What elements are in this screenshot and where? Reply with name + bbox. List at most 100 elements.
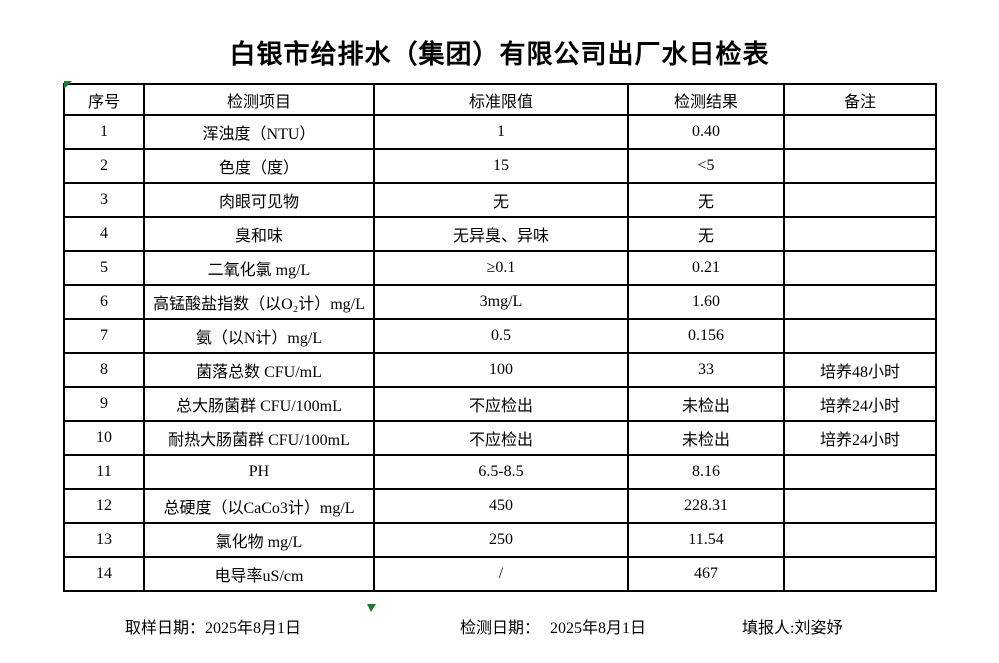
table-cell: 1	[373, 114, 629, 150]
table-cell: 氯化物 mg/L	[143, 522, 375, 558]
table-row: 7 氨（以N计）mg/L 0.5 0.156	[63, 318, 937, 354]
table-cell: PH	[143, 454, 375, 490]
table-cell	[783, 250, 937, 286]
table-cell	[783, 284, 937, 320]
table-cell: 未检出	[627, 386, 785, 422]
table-cell: 15	[373, 148, 629, 184]
reporter-label: 填报人:	[742, 620, 795, 637]
table-cell: 2	[63, 148, 145, 184]
table-cell: 11	[63, 454, 145, 490]
table-row: 3 肉眼可见物无无	[63, 182, 937, 218]
table-cell: ≥0.1	[373, 250, 629, 286]
col-header-index: 序号	[63, 83, 145, 116]
table-cell: 467	[627, 556, 785, 592]
table-cell	[783, 556, 937, 592]
table-cell: 6.5-8.5	[373, 454, 629, 490]
table-cell	[783, 318, 937, 354]
footer: 取样日期：2025年8月1日 检测日期： 2025年8月1日 填报人:刘姿妤	[0, 614, 999, 640]
table-cell: 氨（以N计）mg/L	[143, 318, 375, 354]
table-cell	[783, 454, 937, 490]
table-cell: 总大肠菌群 CFU/100mL	[143, 386, 375, 422]
table-cell	[783, 148, 937, 184]
page-title: 白银市给排水（集团）有限公司出厂水日检表	[229, 40, 770, 69]
table-cell	[783, 182, 937, 218]
table-cell: 0.5	[373, 318, 629, 354]
table-cell: 5	[63, 250, 145, 286]
table-cell: 228.31	[627, 488, 785, 524]
table-cell	[783, 522, 937, 558]
table-row: 1 浑浊度（NTU） 1 0.40	[63, 114, 937, 150]
table-cell: <5	[627, 148, 785, 184]
table-cell: 二氧化氯 mg/L	[143, 250, 375, 286]
table-row: 12 总硬度（以CaCo3计）mg/L 450 228.31	[63, 488, 937, 524]
table-cell: 12	[63, 488, 145, 524]
table-cell: 13	[63, 522, 145, 558]
table-cell: 无	[627, 182, 785, 218]
table-cell: 1	[63, 114, 145, 150]
table-row: 11 PH 6.5-8.5 8.16	[63, 454, 937, 490]
table-cell: 14	[63, 556, 145, 592]
table-cell: 3	[63, 182, 145, 218]
table-cell: 4	[63, 216, 145, 252]
inspection-table: 序号 检测项目 标准限值 检测结果 备注 1 浑浊度（NTU） 1 0.40 2 色度（度） 15 <…	[63, 83, 937, 592]
table-cell: 浑浊度（NTU）	[143, 114, 375, 150]
table-cell: 培养24小时	[783, 420, 937, 456]
col-header-item: 检测项目	[143, 83, 375, 116]
table-row: 8 菌落总数 CFU/mL 100 33 培养48小时	[63, 352, 937, 388]
table-cell: /	[373, 556, 629, 592]
table-row: 5 二氧化氯 mg/L ≥0.1 0.21	[63, 250, 937, 286]
table-cell: 无异臭、异味	[373, 216, 629, 252]
table-row: 6 高锰酸盐指数（以O₂计）mg/L 3mg/L 1.60	[63, 284, 937, 320]
table-cell: 培养24小时	[783, 386, 937, 422]
sampling-date: 取样日期：2025年8月1日	[125, 614, 301, 638]
table-cell: 1.60	[627, 284, 785, 320]
reporter-value: 刘姿妤	[794, 620, 843, 637]
sampling-date-label: 取样日期：	[125, 620, 206, 637]
table-cell	[783, 216, 937, 252]
table-cell: 9	[63, 386, 145, 422]
table-cell: 0.21	[627, 250, 785, 286]
table-cell: 菌落总数 CFU/mL	[143, 352, 375, 388]
reporter: 填报人:刘姿妤	[742, 614, 842, 638]
table-cell: 总硬度（以CaCo3计）mg/L	[143, 488, 375, 524]
table-cell: 8	[63, 352, 145, 388]
table-cell: 7	[63, 318, 145, 354]
table-row: 14 电导率uS/cm/467	[63, 556, 937, 592]
test-date-value: 2025年8月1日	[550, 620, 647, 637]
table-header-row: 序号 检测项目 标准限值 检测结果 备注	[63, 83, 937, 116]
table-cell: 无	[627, 216, 785, 252]
table-row: 13 氯化物 mg/L 250 11.54	[63, 522, 937, 558]
table-cell: 33	[627, 352, 785, 388]
table-cell: 11.54	[627, 522, 785, 558]
table-cell: 臭和味	[143, 216, 375, 252]
fill-handle-icon	[367, 604, 376, 612]
table-cell: 8.16	[627, 454, 785, 490]
col-header-result: 检测结果	[627, 83, 785, 116]
table-cell: 未检出	[627, 420, 785, 456]
table-cell: 10	[63, 420, 145, 456]
table-row: 4 臭和味 无异臭、异味无	[63, 216, 937, 252]
table-row: 9 总大肠菌群 CFU/100mL 不应检出 未检出 培养24小时	[63, 386, 937, 422]
table-cell: 6	[63, 284, 145, 320]
table-cell: 培养48小时	[783, 352, 937, 388]
table-cell: 色度（度）	[143, 148, 375, 184]
table-cell: 无	[373, 182, 629, 218]
table-cell: 肉眼可见物	[143, 182, 375, 218]
table-cell: 高锰酸盐指数（以O₂计）mg/L	[143, 284, 375, 320]
table-cell	[783, 114, 937, 150]
table-cell	[783, 488, 937, 524]
table-cell: 250	[373, 522, 629, 558]
table-cell: 耐热大肠菌群 CFU/100mL	[143, 420, 375, 456]
table-cell: 450	[373, 488, 629, 524]
cell-error-indicator-icon	[64, 81, 72, 89]
table-cell: 0.156	[627, 318, 785, 354]
table-cell: 不应检出	[373, 386, 629, 422]
table-cell: 不应检出	[373, 420, 629, 456]
test-date-label: 检测日期：	[460, 620, 541, 637]
table-cell: 3mg/L	[373, 284, 629, 320]
table-row: 2 色度（度） 15 <5	[63, 148, 937, 184]
table-cell: 0.40	[627, 114, 785, 150]
col-header-remark: 备注	[783, 83, 937, 116]
col-header-limit: 标准限值	[373, 83, 629, 116]
table-cell: 电导率uS/cm	[143, 556, 375, 592]
